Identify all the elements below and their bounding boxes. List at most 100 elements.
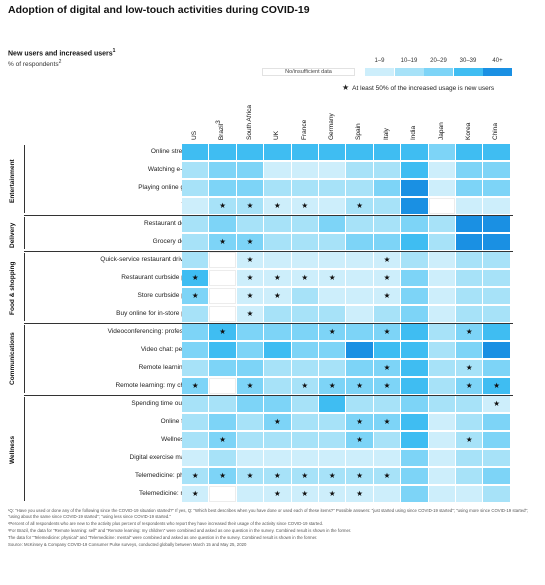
heatmap-cell bbox=[264, 162, 291, 178]
heatmap-cell bbox=[264, 216, 291, 232]
heatmap-cell: ★ bbox=[236, 288, 264, 304]
heatmap-cell bbox=[209, 450, 236, 466]
heatmap-cell: ★ bbox=[236, 306, 264, 322]
heatmap-cell bbox=[456, 180, 483, 196]
footnote: Source: McKinsey & Company COVID-19 Cons… bbox=[8, 542, 247, 547]
heatmap-cell bbox=[182, 198, 209, 214]
category-label-text: Food & shopping bbox=[9, 261, 16, 315]
heatmap-cell: ★ bbox=[373, 252, 401, 268]
heatmap-cell bbox=[264, 180, 291, 196]
group-separator bbox=[24, 215, 513, 216]
heatmap-cell bbox=[209, 396, 236, 412]
heatmap-cell bbox=[236, 396, 264, 412]
heatmap-cell: ★ bbox=[236, 234, 264, 250]
heatmap-cell bbox=[319, 234, 346, 250]
heatmap-cell: ★ bbox=[483, 396, 510, 412]
heatmap-cell bbox=[401, 450, 428, 466]
heatmap-cell bbox=[182, 324, 209, 340]
heatmap-cell: ★ bbox=[483, 378, 510, 394]
heatmap-cell bbox=[182, 252, 209, 268]
chart-title: Adoption of digital and low-touch activi… bbox=[8, 4, 310, 16]
heatmap-cell bbox=[319, 252, 346, 268]
legend-bin-swatch bbox=[453, 68, 483, 76]
heatmap-cell bbox=[373, 396, 401, 412]
heatmap-cell bbox=[456, 450, 483, 466]
column-label: Brazil3 bbox=[215, 92, 226, 140]
heatmap-cell bbox=[373, 432, 401, 448]
heatmap-cell bbox=[236, 342, 264, 358]
heatmap-cell bbox=[291, 216, 318, 232]
column-label: Italy bbox=[381, 92, 391, 140]
footnote: The data for "Telemedicine: physical" an… bbox=[8, 535, 318, 540]
category-label-text: Entertainment bbox=[9, 159, 16, 204]
heatmap-cell bbox=[346, 360, 373, 376]
heatmap-cell bbox=[483, 432, 510, 448]
heatmap-cell: ★ bbox=[264, 270, 291, 286]
heatmap-cell bbox=[319, 432, 346, 448]
heatmap-cell bbox=[319, 450, 346, 466]
heatmap-cell bbox=[182, 450, 209, 466]
heatmap-cell bbox=[373, 234, 401, 250]
heatmap-cell bbox=[291, 180, 318, 196]
heatmap-cell bbox=[319, 396, 346, 412]
heatmap-cell bbox=[428, 306, 455, 322]
heatmap-cell: ★ bbox=[373, 414, 401, 430]
heatmap-cell bbox=[209, 180, 236, 196]
heatmap-cell: ★ bbox=[182, 468, 209, 484]
heatmap-cell bbox=[209, 144, 236, 160]
heatmap-cell bbox=[428, 414, 455, 430]
heatmap-cell: ★ bbox=[182, 486, 209, 502]
column-label: Japan bbox=[436, 92, 446, 140]
heatmap-cell bbox=[428, 198, 455, 214]
heatmap-cell bbox=[373, 216, 401, 232]
heatmap-cell bbox=[209, 162, 236, 178]
heatmap-cell bbox=[373, 162, 401, 178]
heatmap-cell bbox=[373, 306, 401, 322]
column-label: Spain bbox=[353, 92, 363, 140]
heatmap-cell bbox=[319, 216, 346, 232]
legend-bin-label: 40+ bbox=[492, 58, 503, 64]
heatmap-cell bbox=[182, 234, 209, 250]
heatmap-cell bbox=[428, 252, 455, 268]
chart-subtitle: New users and increased users1 bbox=[8, 48, 116, 58]
heatmap-cell bbox=[182, 144, 209, 160]
heatmap-cell bbox=[291, 324, 318, 340]
row-label: Telemedicine: mental bbox=[138, 490, 200, 497]
heatmap-cell bbox=[456, 306, 483, 322]
heatmap-cell bbox=[483, 450, 510, 466]
column-label-text: Japan bbox=[437, 122, 445, 140]
row-label: Digital exercise machine bbox=[129, 454, 200, 461]
heatmap-cell bbox=[264, 324, 291, 340]
heatmap-cell bbox=[428, 180, 455, 196]
heatmap-cell bbox=[291, 288, 318, 304]
category-label: Communications bbox=[6, 323, 20, 395]
heatmap-cell bbox=[483, 234, 510, 250]
heatmap-cell bbox=[182, 162, 209, 178]
heatmap-cell: ★ bbox=[373, 288, 401, 304]
heatmap-cell bbox=[401, 144, 428, 160]
heatmap-cell bbox=[236, 180, 264, 196]
legend-bin-label: 10–19 bbox=[400, 58, 418, 64]
row-label: Restaurant curbside pickup bbox=[121, 274, 200, 281]
heatmap-cell bbox=[346, 288, 373, 304]
heatmap-cell bbox=[346, 162, 373, 178]
heatmap-cell bbox=[236, 450, 264, 466]
heatmap-cell bbox=[264, 396, 291, 412]
category-bracket bbox=[24, 397, 25, 501]
heatmap-cell bbox=[373, 342, 401, 358]
heatmap-cell bbox=[319, 180, 346, 196]
heatmap-cell bbox=[483, 162, 510, 178]
heatmap-cell bbox=[346, 252, 373, 268]
heatmap-cell bbox=[456, 342, 483, 358]
heatmap-cell bbox=[483, 342, 510, 358]
row-label: Store curbside pickup bbox=[137, 292, 200, 299]
legend-no-data-swatch bbox=[262, 68, 355, 76]
heatmap-cell bbox=[428, 234, 455, 250]
heatmap-cell bbox=[264, 450, 291, 466]
heatmap-cell bbox=[428, 270, 455, 286]
heatmap-cell bbox=[428, 432, 455, 448]
heatmap-cell bbox=[346, 324, 373, 340]
heatmap-cell bbox=[264, 378, 291, 394]
heatmap-cell: ★ bbox=[236, 468, 264, 484]
legend-bin-swatch bbox=[483, 68, 512, 76]
